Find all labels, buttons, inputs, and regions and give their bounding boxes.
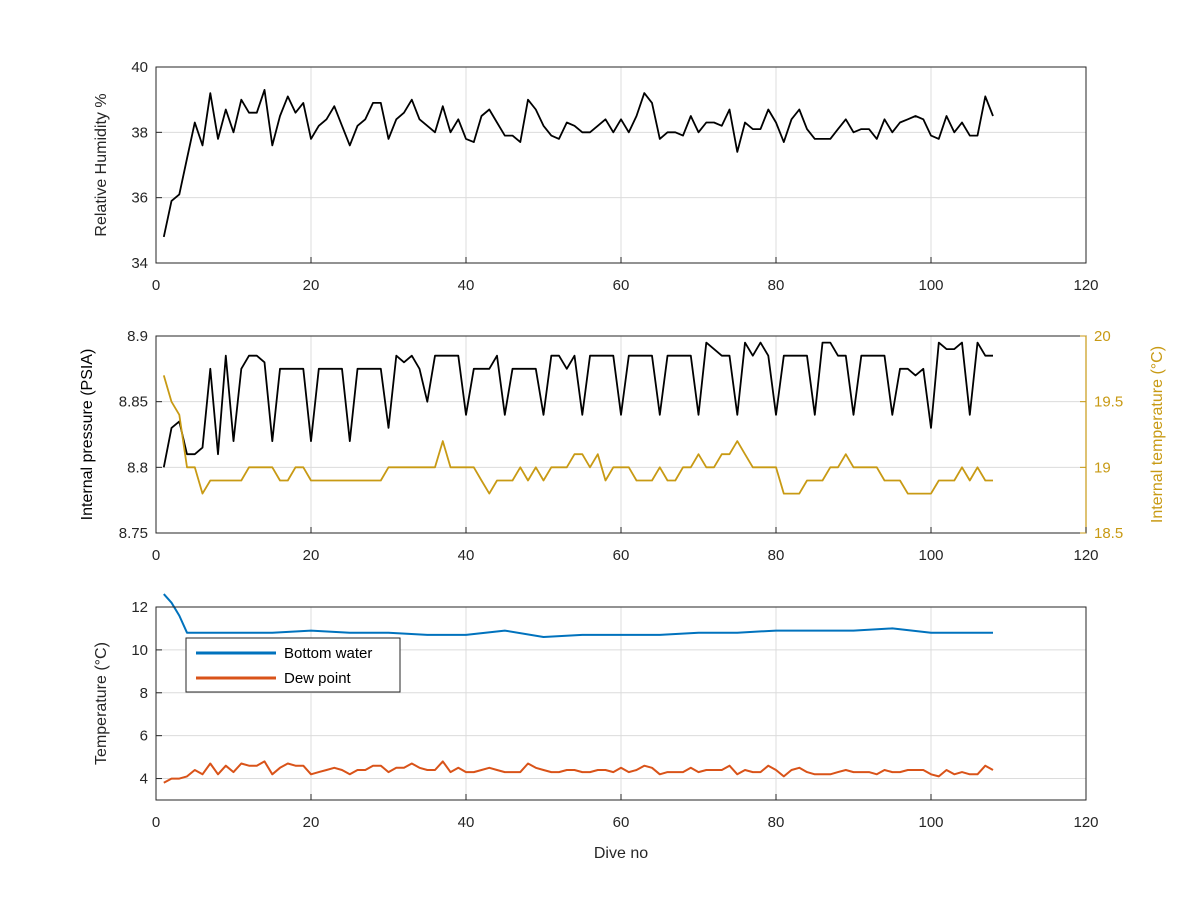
series-line-bottom-water xyxy=(163,593,993,638)
x-tick-label: 0 xyxy=(152,277,160,294)
x-tick-label: 20 xyxy=(303,277,320,294)
series-line-left-axis xyxy=(162,89,994,238)
x-tick-label: 60 xyxy=(613,277,630,294)
y-tick-label: 10 xyxy=(131,642,148,659)
y-tick-label: 8.85 xyxy=(119,394,148,411)
x-tick-label: 60 xyxy=(613,547,630,564)
y-tick-label: 6 xyxy=(140,728,148,745)
x-tick-label: 120 xyxy=(1073,547,1098,564)
y-axis-label: Relative Humidity % xyxy=(93,93,110,236)
x-tick-label: 40 xyxy=(458,814,475,831)
y-right-tick-label: 18.5 xyxy=(1094,525,1123,542)
x-tick-label: 20 xyxy=(303,547,320,564)
legend-box xyxy=(185,637,401,693)
x-tick-label: 40 xyxy=(458,277,475,294)
x-tick-label: 120 xyxy=(1073,814,1098,831)
y-tick-label: 40 xyxy=(131,59,148,76)
y-tick-label: 8.9 xyxy=(127,328,148,345)
x-tick-label: 60 xyxy=(613,814,630,831)
y-axis-label: Internal pressure (PSIA) xyxy=(79,349,96,521)
subplot-1: 0 20 40 60 80 100 120 34 36 38 40 Relative Humidity… xyxy=(93,59,1099,294)
x-tick-label: 0 xyxy=(152,547,160,564)
x-tick-label: 0 xyxy=(152,814,160,831)
y-axis-label: Temperature (°C) xyxy=(93,642,110,765)
x-axis-label: Dive no xyxy=(594,845,648,862)
y-axis-label-right: Internal temperature (°C) xyxy=(1149,346,1166,523)
legend-label: Dew point xyxy=(284,670,352,687)
y-tick-label: 8.75 xyxy=(119,525,148,542)
series-line-left-axis xyxy=(162,341,993,468)
x-tick-label: 80 xyxy=(768,547,785,564)
y-tick-label: 36 xyxy=(131,190,148,207)
series-line-right-axis xyxy=(162,375,993,495)
y-right-tick-label: 20 xyxy=(1094,328,1111,345)
y-tick-label: 12 xyxy=(131,599,148,616)
y-right-tick-label: 19 xyxy=(1094,459,1111,476)
x-tick-label: 80 xyxy=(768,277,785,294)
x-tick-label: 100 xyxy=(918,814,943,831)
x-tick-label: 40 xyxy=(458,547,475,564)
legend-label: Bottom water xyxy=(284,645,372,662)
x-tick-label: 100 xyxy=(918,547,943,564)
x-tick-label: 120 xyxy=(1073,277,1098,294)
series-line-dew-point xyxy=(163,760,994,784)
y-tick-label: 8.8 xyxy=(127,459,148,476)
y-tick-label: 8 xyxy=(140,685,148,702)
x-tick-label: 100 xyxy=(918,277,943,294)
y-tick-label: 4 xyxy=(140,771,148,788)
subplot-2: 0 20 40 60 80 100 120 8.75 8.8 8.85 8.9 18.5 19 19.5 2… xyxy=(79,328,1166,564)
subplot-3: 0 20 40 60 80 100 120 4 6 8 10 12 Temperature (°C) Di… xyxy=(93,593,1099,862)
y-right-tick-label: 19.5 xyxy=(1094,394,1123,411)
x-tick-label: 80 xyxy=(768,814,785,831)
y-tick-label: 38 xyxy=(131,124,148,141)
x-tick-label: 20 xyxy=(303,814,320,831)
y-tick-label: 34 xyxy=(131,255,148,272)
legend: Bottom water Dew point xyxy=(185,637,401,693)
